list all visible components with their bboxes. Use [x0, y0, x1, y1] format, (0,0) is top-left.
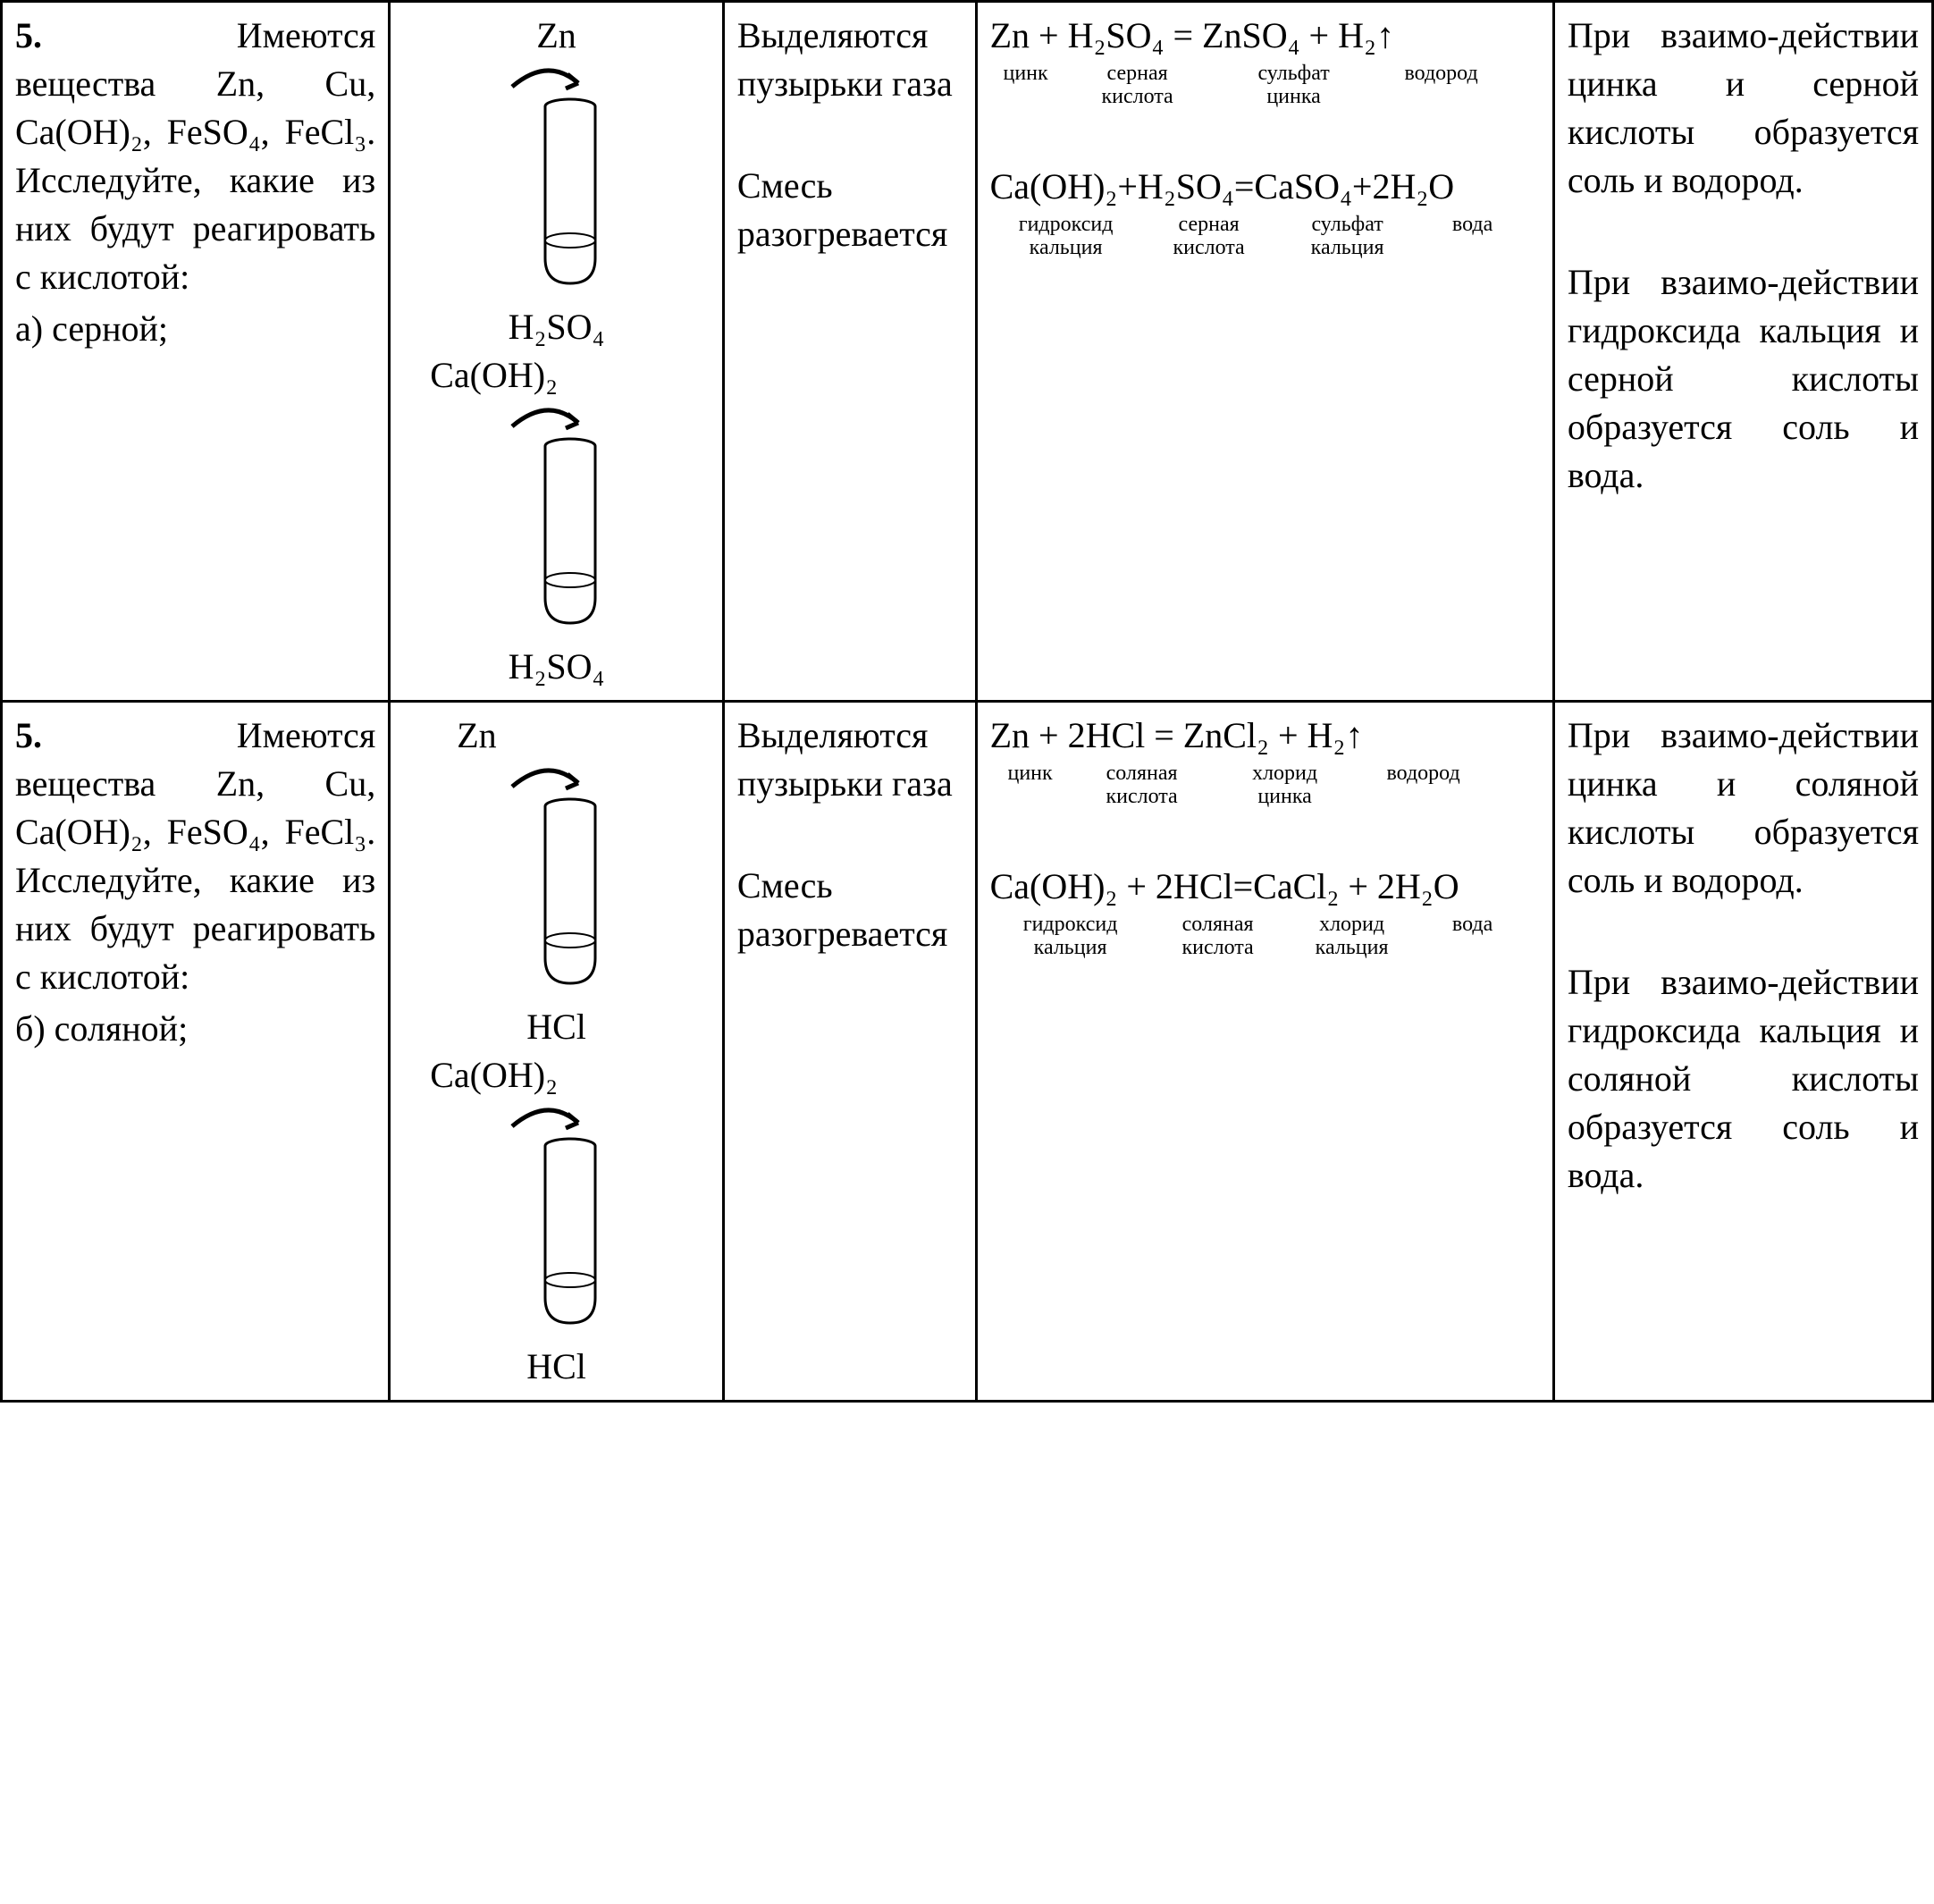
test-tube-icon: [485, 1101, 628, 1334]
annotation: сульфатцинка: [1214, 62, 1375, 109]
equation-annotations: цинк солянаякислота хлоридцинка водород: [990, 762, 1540, 809]
annotation: цинк: [990, 762, 1071, 809]
equation-cell: Zn + H₂SO₄ = ZnSO₄ + H₂↑ цинк сернаякисл…: [976, 2, 1553, 702]
task-number: 5.: [15, 15, 42, 55]
page: 5. Имеются вещества Zn, Cu, Ca(OH)₂, FeS…: [0, 0, 1934, 1403]
annotation: вода: [1419, 213, 1526, 260]
test-tube-icon: [485, 62, 628, 294]
test-tube-diagram: Ca(OH)₂ HCl: [403, 1051, 710, 1391]
observation-text: Смесь разогревается: [737, 162, 963, 258]
test-tube-diagram: Zn HCl: [403, 712, 710, 1051]
observation-text: Выделяются пузырьки газа: [737, 12, 963, 108]
test-tube-diagram: Zn H₂SO₄: [403, 12, 710, 351]
chemical-equation: Zn + 2HCl = ZnCl₂ + H₂↑: [990, 712, 1540, 760]
task-sub: а) серной;: [15, 305, 375, 353]
conclusion-text: При взаимо-действии гидроксида кальция и…: [1568, 258, 1919, 500]
equation-annotations: цинк сернаякислота сульфатцинка водород: [990, 62, 1540, 109]
conclusion-text: При взаимо-действии цинка и серной кисло…: [1568, 12, 1919, 205]
annotation: гидроксидкальция: [990, 913, 1151, 960]
table-row: 5. Имеются вещества Zn, Cu, Ca(OH)₂, FeS…: [2, 2, 1933, 702]
task-text: 5. Имеются вещества Zn, Cu, Ca(OH)₂, FeS…: [15, 712, 375, 1001]
added-substance-label: Zn: [536, 12, 576, 60]
annotation: солянаякислота: [1071, 762, 1214, 809]
diagram-cell: Zn HCl Ca(OH)₂: [390, 702, 724, 1402]
added-substance-label: Ca(OH)₂: [430, 351, 558, 400]
chemical-equation: Ca(OH)₂ + 2HCl=CaCl₂ + 2H₂O: [990, 863, 1540, 911]
annotation: хлоридкальция: [1285, 913, 1419, 960]
observation-text: Смесь разогревается: [737, 862, 963, 958]
acid-label: H₂SO₄: [509, 303, 605, 351]
annotation: цинк: [990, 62, 1062, 109]
task-number: 5.: [15, 715, 42, 755]
equation-cell: Zn + 2HCl = ZnCl₂ + H₂↑ цинк солянаякисл…: [976, 702, 1553, 1402]
observation-text: Выделяются пузырьки газа: [737, 712, 963, 808]
annotation: гидроксидкальция: [990, 213, 1142, 260]
chemical-equation: Ca(OH)₂+H₂SO₄=CaSO₄+2H₂O: [990, 163, 1540, 211]
conclusion-text: При взаимо-действии цинка и соляной кисл…: [1568, 712, 1919, 905]
equation-annotations: гидроксидкальция сернаякислота сульфатка…: [990, 213, 1540, 260]
task-body: Имеются вещества Zn, Cu, Ca(OH)₂, FeSO₄,…: [15, 715, 375, 997]
equation-annotations: гидроксидкальция солянаякислота хлоридка…: [990, 913, 1540, 960]
observation-cell: Выделяются пузырьки газа Смесь разогрева…: [723, 702, 976, 1402]
annotation: хлоридцинка: [1214, 762, 1357, 809]
annotation: сульфаткальция: [1276, 213, 1419, 260]
annotation: водород: [1357, 762, 1491, 809]
test-tube-icon: [485, 401, 628, 634]
task-cell: 5. Имеются вещества Zn, Cu, Ca(OH)₂, FeS…: [2, 702, 390, 1402]
table-row: 5. Имеются вещества Zn, Cu, Ca(OH)₂, FeS…: [2, 702, 1933, 1402]
annotation: водород: [1375, 62, 1509, 109]
test-tube-diagram: Ca(OH)₂ H₂SO₄: [403, 351, 710, 691]
conclusion-text: При взаимо-действии гидроксида кальция и…: [1568, 958, 1919, 1200]
annotation: сернаякислота: [1142, 213, 1276, 260]
acid-label: HCl: [526, 1343, 586, 1391]
annotation: сернаякислота: [1062, 62, 1214, 109]
task-body: Имеются вещества Zn, Cu, Ca(OH)₂, FeSO₄,…: [15, 15, 375, 297]
annotation: солянаякислота: [1151, 913, 1285, 960]
diagram-cell: Zn H₂SO₄ Ca(OH)₂: [390, 2, 724, 702]
annotation: вода: [1419, 913, 1526, 960]
conclusion-cell: При взаимо-действии цинка и соляной кисл…: [1553, 702, 1932, 1402]
conclusion-cell: При взаимо-действии цинка и серной кисло…: [1553, 2, 1932, 702]
experiments-table: 5. Имеются вещества Zn, Cu, Ca(OH)₂, FeS…: [0, 0, 1934, 1403]
task-cell: 5. Имеются вещества Zn, Cu, Ca(OH)₂, FeS…: [2, 2, 390, 702]
task-sub: б) соляной;: [15, 1005, 375, 1053]
added-substance-label: Zn: [457, 712, 496, 760]
observation-cell: Выделяются пузырьки газа Смесь разогрева…: [723, 2, 976, 702]
acid-label: HCl: [526, 1003, 586, 1051]
test-tube-icon: [485, 762, 628, 994]
acid-label: H₂SO₄: [509, 643, 605, 691]
added-substance-label: Ca(OH)₂: [430, 1051, 558, 1099]
chemical-equation: Zn + H₂SO₄ = ZnSO₄ + H₂↑: [990, 12, 1540, 60]
task-text: 5. Имеются вещества Zn, Cu, Ca(OH)₂, FeS…: [15, 12, 375, 301]
